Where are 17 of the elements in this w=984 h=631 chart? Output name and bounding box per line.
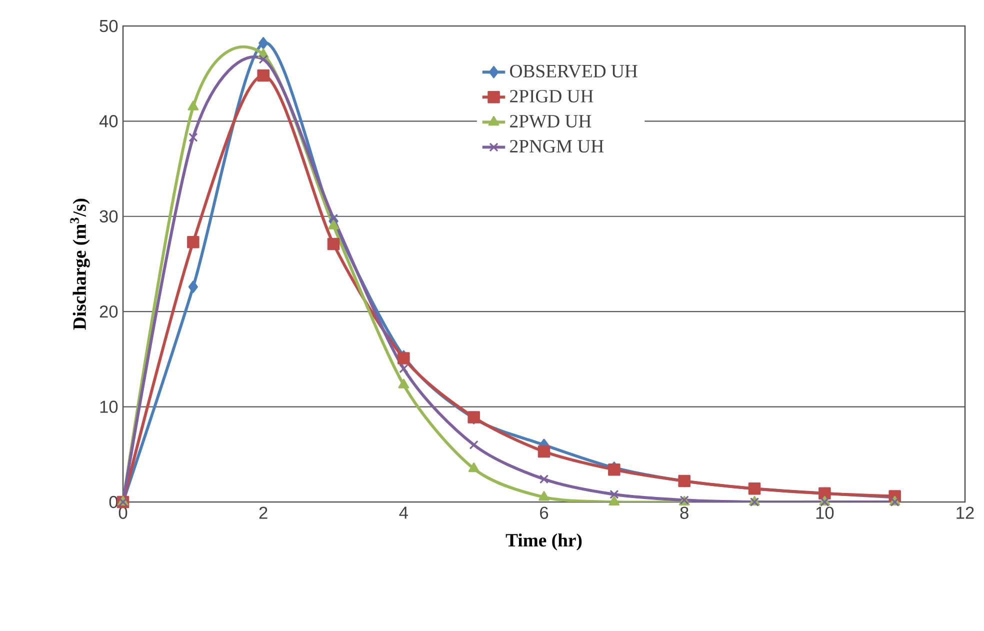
y-tick-label: 30 xyxy=(100,210,118,223)
legend-label: 2PIGD UH xyxy=(510,90,594,102)
legend-label: 2PWD UH xyxy=(510,114,592,128)
legend-label: 2PNGM UH xyxy=(510,140,604,153)
x-tick-label: 12 xyxy=(956,506,974,519)
y-tick-label: 40 xyxy=(99,115,118,128)
x-tick-label: 2 xyxy=(259,506,268,519)
y-tick-label: 10 xyxy=(100,400,118,413)
x-tick-label: 10 xyxy=(816,506,834,519)
x-tick-label: 4 xyxy=(399,506,408,519)
x-tick-label: 6 xyxy=(540,506,548,519)
x-tick-label: 8 xyxy=(680,506,688,519)
x-axis-title: Time (hr) xyxy=(506,533,582,550)
y-tick-label: 50 xyxy=(100,20,118,32)
y-axis-title: Discharge (m$^{3}$/s) xyxy=(70,198,90,330)
legend-label: OBSERVED UH xyxy=(510,64,638,78)
y-tick-label: 20 xyxy=(100,305,118,318)
